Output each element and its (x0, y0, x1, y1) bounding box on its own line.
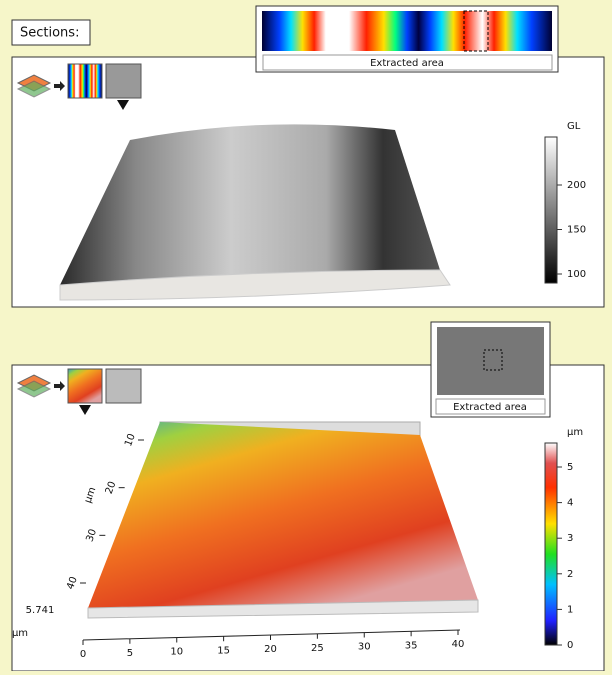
x-tick-label: 5 (127, 648, 133, 659)
colorbar-tick-label: 150 (567, 225, 586, 236)
colorbar-tick-label: 1 (567, 604, 573, 615)
gray-thumbnail[interactable] (106, 369, 141, 403)
inset-label: Extracted area (453, 402, 527, 413)
colorbar-unit: GL (567, 121, 581, 132)
inset-label: Extracted area (370, 58, 444, 69)
colorbar-gray (545, 137, 557, 283)
colorbar-tick-label: 5 (567, 462, 573, 473)
inset-image (437, 327, 544, 395)
x-tick-label: 35 (405, 640, 418, 651)
colorbar-tick-label: 4 (567, 498, 573, 509)
sections-label: Sections: (20, 26, 79, 41)
x-tick-label: 0 (80, 649, 86, 660)
color-thumbnail[interactable] (68, 64, 102, 98)
x-tick-label: 40 (452, 639, 465, 650)
colorbar-tick-label: 200 (567, 180, 586, 191)
x-tick-label: 10 (170, 647, 183, 658)
x-tick-label: 15 (217, 645, 230, 656)
colorbar-height (545, 443, 557, 645)
colorbar-tick-label: 3 (567, 533, 573, 544)
x-tick-label: 25 (311, 643, 324, 654)
color-thumbnail[interactable] (68, 369, 102, 403)
colorbar-tick-label: 100 (567, 269, 586, 280)
colorbar-unit: µm (567, 427, 583, 438)
z-unit-label: µm (12, 628, 28, 639)
z-max-label: 5.741 (26, 605, 55, 616)
x-tick-label: 20 (264, 644, 277, 655)
colorbar-tick-label: 2 (567, 569, 573, 580)
colorbar-tick-label: 0 (567, 640, 573, 651)
app-window: Sections: GL Extracted area µm 5.741 µm … (0, 0, 612, 671)
profile-strip (262, 11, 552, 51)
gray-thumbnail[interactable] (106, 64, 141, 98)
x-tick-label: 30 (358, 642, 371, 653)
